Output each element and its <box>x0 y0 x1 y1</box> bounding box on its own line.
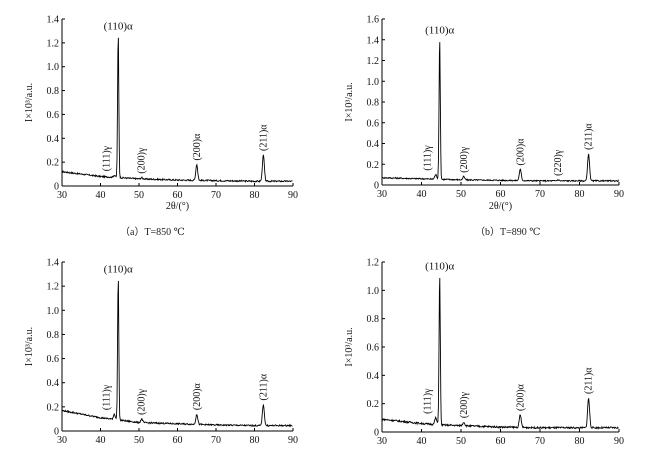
xrd-trace <box>381 277 619 430</box>
peak-label: (200)α <box>515 383 526 411</box>
peak-label: (211)α <box>258 373 269 400</box>
peak-label-main: (110)α <box>425 25 454 37</box>
x-tick-label: 70 <box>535 189 545 200</box>
x-tick-label: 50 <box>134 190 144 201</box>
peak-label: (200)γ <box>459 391 470 418</box>
x-tick-label: 80 <box>250 435 260 446</box>
y-tick-label: 0.2 <box>367 399 380 410</box>
x-tick-label: 90 <box>614 189 624 200</box>
y-tick-label: 0.2 <box>47 158 60 169</box>
y-tick-label: 0.8 <box>47 330 60 341</box>
peak-label-main: (110)α <box>104 263 133 275</box>
x-tick-label: 50 <box>456 189 466 200</box>
peak-label: (111)γ <box>423 145 434 171</box>
y-tick-label: 0.6 <box>47 354 60 365</box>
x-tick-label: 60 <box>173 190 183 201</box>
y-tick-label: 1.0 <box>367 286 380 297</box>
y-tick-label: 1.2 <box>47 282 60 293</box>
caption-b: （b）T=890 ℃ <box>475 227 541 238</box>
y-tick-label: 1.0 <box>367 77 380 88</box>
x-tick-label: 60 <box>496 189 506 200</box>
y-tick-label: 1.4 <box>47 258 60 269</box>
x-tick-label: 50 <box>456 436 466 446</box>
peak-label: (111)γ <box>101 384 112 410</box>
x-tick-label: 40 <box>96 190 106 201</box>
x-tick-label: 40 <box>417 189 427 200</box>
y-tick-label: 1.0 <box>47 62 60 73</box>
peak-label: (111)γ <box>101 145 112 171</box>
x-tick-label: 70 <box>535 436 545 446</box>
chart-panel-3: 30 40 50 60 70 80 90 0 0.2 0.4 0.6 0.8 1.0 1.2 I×10³/a… <box>344 258 624 448</box>
peak-label: (211)α <box>584 123 595 150</box>
xrd-trace <box>62 37 293 184</box>
y-tick-label: 0.4 <box>47 134 60 145</box>
peak-label-main: (110)α <box>425 260 454 272</box>
x-tick-label: 60 <box>173 435 183 446</box>
y-tick-label: 0.4 <box>367 139 380 150</box>
y-axis-label: I×10³/a.u. <box>24 327 35 366</box>
x-tick-label: 30 <box>57 190 67 201</box>
x-tick-label: 90 <box>288 435 298 446</box>
chart-panel-2: 30 40 50 60 70 80 90 0 0.2 0.4 0.6 0.8 1.0 1.2 1.4 I×10… <box>24 258 298 447</box>
peak-label: (200)α <box>515 138 526 166</box>
y-tick-label: 0.8 <box>367 314 380 325</box>
x-tick-label: 40 <box>96 435 106 446</box>
x-tick-label: 30 <box>377 436 387 446</box>
y-tick-label: 0.2 <box>367 160 380 171</box>
y-tick-label: 0 <box>54 427 59 438</box>
y-tick-label: 0 <box>374 181 379 192</box>
x-tick-label: 40 <box>417 436 427 446</box>
x-tick-label: 30 <box>377 189 387 200</box>
x-tick-label: 80 <box>575 189 585 200</box>
y-tick-label: 0.8 <box>367 98 380 109</box>
x-tick-label: 50 <box>134 435 144 446</box>
y-tick-label: 0.4 <box>367 371 380 382</box>
y-tick-label: 0.6 <box>47 110 60 121</box>
peak-label-main: (110)α <box>104 20 133 32</box>
x-tick-label: 80 <box>250 190 260 201</box>
x-tick-label: 30 <box>57 435 67 446</box>
x-tick-label: 70 <box>211 435 221 446</box>
peak-label: (200)γ <box>137 388 148 415</box>
y-tick-label: 0.6 <box>367 343 380 354</box>
y-tick-label: 1.6 <box>367 15 380 26</box>
peak-label: (200)γ <box>137 147 148 174</box>
peak-label: (200)α <box>192 133 203 161</box>
y-tick-label: 0.2 <box>47 402 60 413</box>
y-tick-label: 0 <box>374 428 379 439</box>
x-axis-label: 2θ/(°) <box>166 201 189 212</box>
chart-panel-1: 30 40 50 60 70 80 90 0 0.2 0.4 0.6 0.8 1.0 1.2 1.4 1.6 I… <box>344 15 624 213</box>
y-axis-label: I×10³/a.u. <box>344 82 355 121</box>
x-tick-label: 90 <box>614 436 624 446</box>
y-tick-label: 1.2 <box>367 56 380 67</box>
peak-label: (220)γ <box>553 149 564 176</box>
x-tick-label: 60 <box>496 436 506 446</box>
y-tick-label: 1.4 <box>367 35 380 46</box>
x-axis-label: 2θ/(°) <box>489 201 512 212</box>
y-tick-label: 0.4 <box>47 378 60 389</box>
x-tick-label: 70 <box>211 190 221 201</box>
y-tick-label: 1.4 <box>47 15 60 26</box>
peak-label: (200)γ <box>459 146 470 173</box>
peak-label: (211)α <box>258 124 269 151</box>
xrd-trace <box>381 42 619 183</box>
peak-label: (111)γ <box>423 388 434 414</box>
peak-label: (211)α <box>584 367 595 394</box>
y-tick-label: 0.6 <box>367 118 380 129</box>
y-tick-label: 1.2 <box>367 258 380 269</box>
x-tick-label: 80 <box>575 436 585 446</box>
xrd-trace <box>61 280 293 428</box>
y-axis-label: I×10³/a.u. <box>344 327 355 366</box>
y-tick-label: 0 <box>54 182 59 193</box>
y-tick-label: 1.0 <box>47 306 60 317</box>
chart-panel-0: 30 40 50 60 70 80 90 0 0.2 0.4 0.6 0.8 1.0 1.2 1.4 I×10… <box>24 15 298 213</box>
x-tick-label: 90 <box>288 190 298 201</box>
peak-label: (200)α <box>192 382 203 410</box>
y-axis-label: I×10³/a.u. <box>24 83 35 122</box>
y-tick-label: 1.2 <box>47 38 60 49</box>
caption-a: （a）T=850 ℃ <box>120 227 185 238</box>
y-tick-label: 0.8 <box>47 86 60 97</box>
